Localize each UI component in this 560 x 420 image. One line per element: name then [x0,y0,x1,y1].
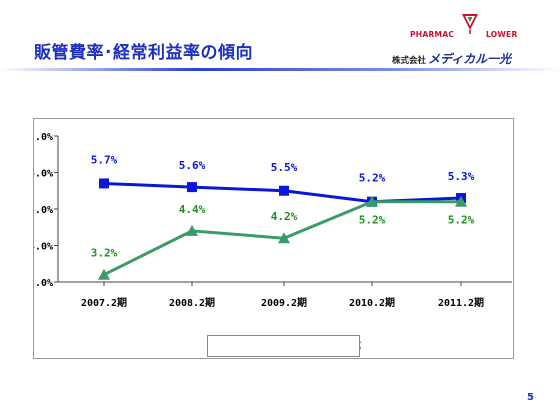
chart-plot-area: 7.0% 6.0% 5.0% 4.0% 3.0% 2007.2期 2008.2期 2009.2… [33,118,514,359]
series-2-marker [98,268,110,280]
data-label: 5.6% [179,159,206,172]
y-tick-label: 5.0% [34,205,53,216]
data-label: 5.5% [271,161,298,174]
y-tick-label: 3.0% [34,278,53,289]
page-number: 5 [527,392,534,403]
series-2-marker [455,195,467,207]
y-tick-label: 6.0% [34,169,53,180]
logo-company-prefix: 株式会社 [392,56,427,66]
data-label: 5.3% [448,170,475,183]
chart-legend [207,335,360,357]
logo-company-name: メディカル一光 [428,52,512,66]
x-tick-label: 2009.2期 [261,296,307,309]
series-1-marker [99,178,109,189]
page-title: 販管費率･経常利益率の傾向 [34,43,253,63]
data-label: 4.4% [179,203,206,216]
data-label: 3.2% [91,247,118,260]
series-2-marker [186,224,198,236]
series-1-marker [187,182,197,193]
series-2-marker [366,195,378,207]
line-chart: 7.0% 6.0% 5.0% 4.0% 3.0% 2007.2期 2008.2期 2009.2… [34,132,512,353]
series-1-marker [279,185,289,196]
x-tick-label: 2007.2期 [81,296,127,309]
data-label: 5.2% [359,214,386,227]
data-label: 5.2% [359,172,386,185]
logo-brand-right: LOWER [486,30,518,39]
company-logo: PHARMAC LOWER 株式会社 メディカル一光 [392,10,538,70]
data-label: 5.2% [448,214,475,227]
logo-brand-left: PHARMAC [410,30,455,39]
flower-logo-icon [462,14,478,34]
x-tick-label: 2010.2期 [349,296,395,309]
title-underline [0,68,560,71]
data-label: 4.2% [271,210,298,223]
x-tick-label: 2008.2期 [169,296,215,309]
y-tick-label: 7.0% [34,132,53,143]
x-tick-label: 2011.2期 [438,296,484,309]
data-label: 5.7% [91,153,118,166]
y-tick-label: 4.0% [34,242,53,253]
series-2-marker [278,232,290,244]
